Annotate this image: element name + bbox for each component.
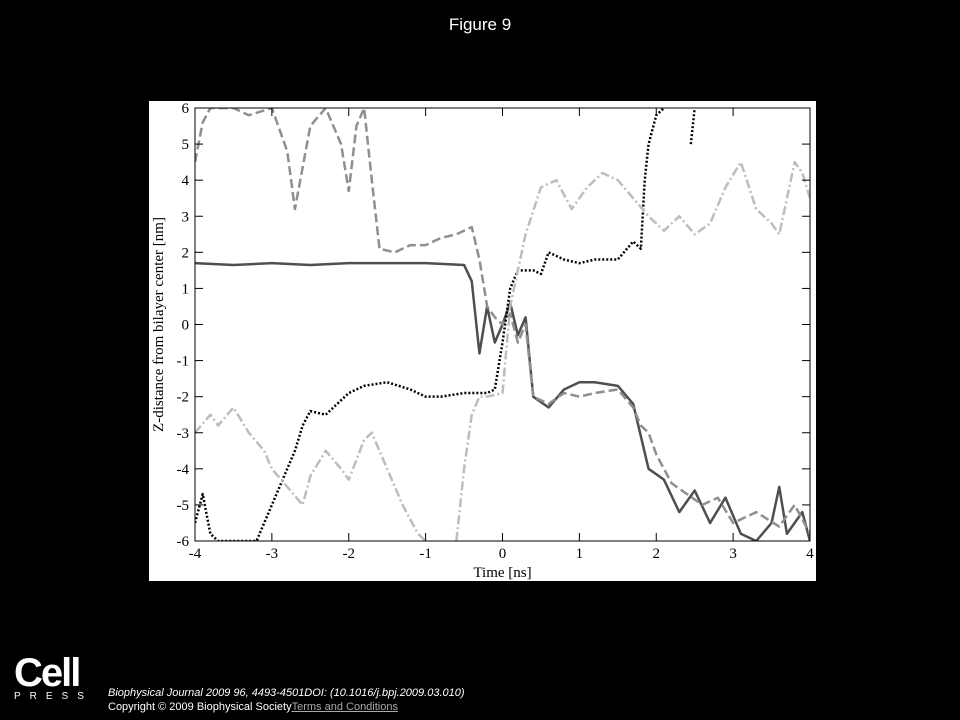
x-tick-label: 3 (729, 546, 737, 562)
plot-area (195, 108, 810, 541)
x-tick-label: 0 (499, 546, 507, 562)
data-line (195, 160, 810, 541)
y-tick-label: 4 (182, 173, 190, 189)
y-tick-label: -4 (177, 462, 190, 478)
y-tick-label: 2 (182, 245, 190, 261)
x-tick-label: -3 (266, 546, 279, 562)
x-tick-label: -2 (343, 546, 356, 562)
y-tick-label: 1 (182, 281, 190, 297)
logo-press: PRESS (14, 691, 93, 702)
y-tick-label: -3 (177, 426, 190, 442)
y-tick-label: -5 (177, 498, 190, 514)
x-axis-label: Time [ns] (473, 565, 531, 581)
data-line (195, 108, 810, 535)
citation: Biophysical Journal 2009 96, 4493-4501DO… (108, 687, 465, 699)
y-tick-label: 3 (182, 209, 190, 225)
y-axis-label: Z-distance from bilayer center [nm] (151, 217, 167, 432)
terms-link[interactable]: Terms and Conditions (291, 701, 398, 713)
x-tick-label: 1 (576, 546, 584, 562)
y-tick-label: -2 (177, 390, 190, 406)
logo: Cell PRESS (14, 651, 93, 703)
x-tick-label: -4 (189, 546, 202, 562)
data-line (195, 108, 696, 541)
footer: Biophysical Journal 2009 96, 4493-4501DO… (108, 686, 465, 714)
copyright: Copyright © 2009 Biophysical Society (108, 701, 292, 713)
y-tick-label: -1 (177, 354, 190, 370)
data-line (195, 261, 810, 541)
x-tick-label: -1 (419, 546, 432, 562)
logo-name: Cell (14, 651, 81, 695)
y-tick-label: 6 (182, 101, 190, 117)
y-tick-label: 5 (182, 137, 190, 153)
y-tick-label: 0 (182, 318, 190, 334)
x-tick-label: 4 (806, 546, 814, 562)
y-tick-label: -6 (177, 534, 190, 550)
chart: Time [ns] Z-distance from bilayer center… (149, 101, 816, 581)
copyright-line: Copyright © 2009 Biophysical SocietyTerm… (108, 700, 465, 714)
x-tick-label: 2 (653, 546, 661, 562)
slide-title: Figure 9 (448, 15, 512, 34)
